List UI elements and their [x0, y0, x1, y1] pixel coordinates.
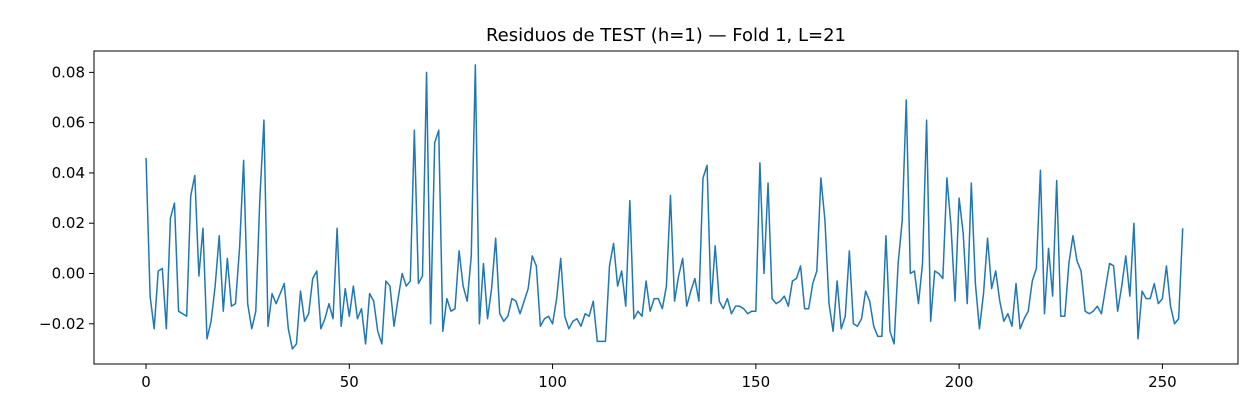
y-axis: −0.02 0.00 0.02 0.04 0.06 0.08 [39, 63, 94, 333]
y-tick-label: 0.00 [52, 264, 85, 282]
plot-area [93, 50, 1239, 365]
series-line-0 [145, 64, 1184, 350]
x-tick-label: 200 [945, 373, 974, 391]
axes-frame [93, 50, 1239, 365]
x-tick-label: 250 [1148, 373, 1177, 391]
x-tick-label: 100 [538, 373, 567, 391]
x-tick-label: 0 [141, 373, 151, 391]
y-tick-label: 0.02 [52, 214, 85, 232]
series-layer [145, 64, 1184, 350]
x-axis: 0 50 100 150 200 250 [141, 364, 1177, 391]
y-tick-label: 0.04 [52, 164, 85, 182]
y-tick-label: 0.06 [52, 114, 85, 132]
y-tick-label: 0.08 [52, 63, 85, 81]
x-tick-label: 50 [340, 373, 359, 391]
y-tick-label: −0.02 [39, 315, 85, 333]
x-tick-label: 150 [742, 373, 771, 391]
chart-title: Residuos de TEST (h=1) — Fold 1, L=21 [486, 25, 846, 46]
